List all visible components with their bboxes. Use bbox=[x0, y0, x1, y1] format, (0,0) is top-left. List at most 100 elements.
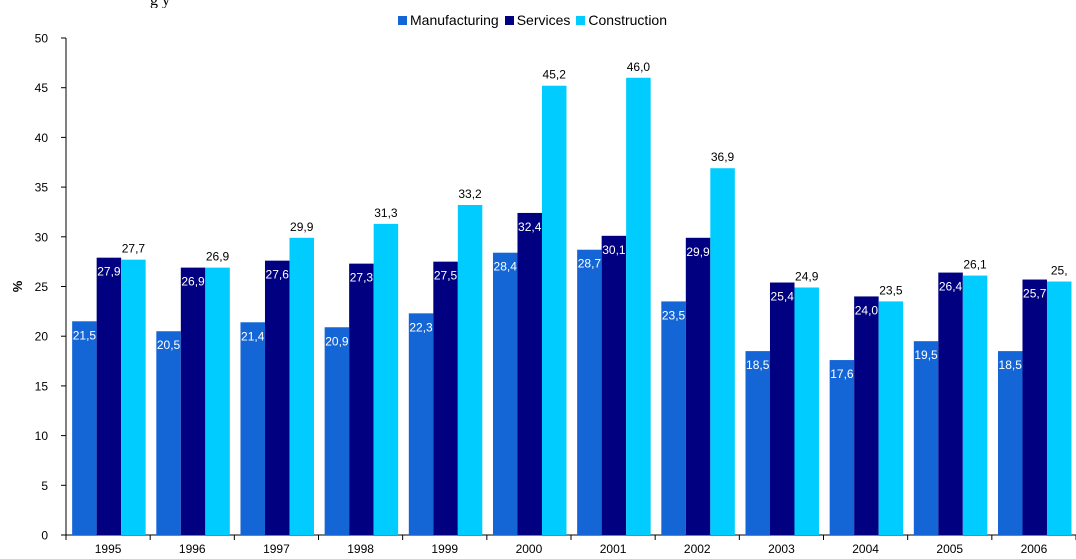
bar-construction bbox=[710, 168, 735, 536]
bar-manufacturing bbox=[577, 249, 602, 536]
y-tick-label: 35 bbox=[35, 181, 49, 195]
bar-manufacturing bbox=[240, 322, 265, 535]
bar-construction bbox=[541, 85, 567, 535]
data-label: 21,4 bbox=[241, 329, 265, 343]
data-label: 29,9 bbox=[290, 220, 314, 234]
bar-manufacturing bbox=[72, 321, 97, 535]
bar-construction bbox=[1046, 281, 1072, 535]
data-label: 25,4 bbox=[771, 290, 795, 304]
y-tick-label: 25 bbox=[35, 280, 49, 294]
x-tick-label: 1996 bbox=[179, 542, 206, 556]
data-label: 26,9 bbox=[181, 275, 205, 289]
bar-manufacturing bbox=[156, 331, 181, 535]
bar-construction bbox=[121, 259, 146, 535]
x-tick-label: 2004 bbox=[852, 542, 879, 556]
x-tick-label: 1998 bbox=[347, 542, 374, 556]
bar-construction bbox=[373, 223, 399, 536]
y-tick-label: 5 bbox=[41, 479, 48, 493]
data-label: 31,3 bbox=[374, 206, 398, 220]
bar-services bbox=[349, 263, 374, 535]
bar-manufacturing bbox=[913, 341, 939, 535]
data-label: 36,9 bbox=[711, 150, 735, 164]
data-label: 27,7 bbox=[122, 242, 146, 256]
data-label: 27,9 bbox=[97, 265, 121, 279]
bar-services bbox=[854, 296, 879, 535]
y-tick-label: 0 bbox=[41, 529, 48, 543]
bar-manufacturing bbox=[324, 327, 350, 535]
y-axis-label: % bbox=[10, 280, 25, 292]
bar-services bbox=[938, 272, 963, 535]
data-label: 20,5 bbox=[157, 338, 181, 352]
bar-services bbox=[685, 237, 711, 535]
data-label: 46,0 bbox=[627, 60, 651, 74]
x-tick-label: 2002 bbox=[684, 542, 711, 556]
bar-services bbox=[180, 267, 206, 535]
y-tick-label: 50 bbox=[35, 32, 49, 46]
data-label: 21,5 bbox=[73, 328, 97, 342]
legend-label-manufacturing: Manufacturing bbox=[410, 12, 499, 28]
bar-construction bbox=[457, 204, 483, 535]
legend-item-construction: Construction bbox=[576, 12, 667, 28]
data-label: 27,5 bbox=[434, 269, 458, 283]
bar-manufacturing bbox=[492, 252, 518, 536]
y-tick-label: 40 bbox=[35, 131, 49, 145]
x-tick-label: 1999 bbox=[431, 542, 458, 556]
bar-manufacturing bbox=[829, 360, 855, 535]
bar-construction bbox=[962, 275, 988, 535]
legend-item-manufacturing: Manufacturing bbox=[398, 12, 499, 28]
data-label: 25, bbox=[1051, 264, 1068, 278]
legend: Manufacturing Services Construction bbox=[398, 12, 673, 28]
data-label: 28,7 bbox=[578, 257, 602, 271]
legend-swatch-construction bbox=[576, 15, 586, 25]
y-tick-label: 10 bbox=[35, 429, 49, 443]
data-label: 24,9 bbox=[795, 269, 819, 283]
y-tick-label: 30 bbox=[35, 230, 49, 244]
chart-title-fragment: g y bbox=[150, 0, 450, 8]
x-tick-label: 2006 bbox=[1021, 542, 1048, 556]
bar-manufacturing bbox=[661, 301, 686, 535]
x-tick-label: 2001 bbox=[600, 542, 627, 556]
data-label: 30,1 bbox=[602, 243, 626, 257]
data-label: 32,4 bbox=[518, 220, 542, 234]
bar-services bbox=[433, 261, 458, 535]
data-label: 24,0 bbox=[855, 303, 879, 317]
bar-construction bbox=[626, 77, 651, 535]
data-label: 23,5 bbox=[879, 283, 903, 297]
bar-services bbox=[517, 212, 542, 535]
bar-construction bbox=[205, 267, 230, 535]
data-label: 18,5 bbox=[999, 358, 1023, 372]
data-label: 18,5 bbox=[746, 358, 770, 372]
data-label: 22,3 bbox=[409, 320, 433, 334]
data-label: 29,9 bbox=[686, 245, 710, 259]
data-label: 17,6 bbox=[830, 367, 854, 381]
bar-services bbox=[264, 260, 290, 535]
data-label: 45,2 bbox=[543, 68, 567, 82]
legend-item-services: Services bbox=[504, 12, 571, 28]
bar-manufacturing bbox=[408, 313, 434, 535]
legend-swatch-services bbox=[504, 15, 514, 25]
x-tick-label: 2000 bbox=[516, 542, 543, 556]
y-tick-label: 15 bbox=[35, 379, 49, 393]
legend-swatch-manufacturing bbox=[398, 15, 407, 25]
x-tick-label: 2005 bbox=[936, 542, 963, 556]
data-label: 27,6 bbox=[266, 268, 290, 282]
bar-manufacturing bbox=[997, 351, 1023, 535]
data-label: 28,4 bbox=[494, 260, 518, 274]
data-label: 19,5 bbox=[914, 348, 938, 362]
data-label: 27,3 bbox=[350, 271, 374, 285]
legend-label-services: Services bbox=[516, 12, 571, 28]
bar-construction bbox=[794, 287, 819, 535]
data-label: 26,1 bbox=[963, 258, 987, 272]
data-label: 26,4 bbox=[939, 280, 963, 294]
bar-manufacturing bbox=[745, 351, 770, 535]
bar-construction bbox=[878, 301, 904, 535]
data-label: 26,9 bbox=[206, 250, 230, 264]
data-label: 33,2 bbox=[458, 187, 482, 201]
bar-services bbox=[1022, 279, 1047, 535]
data-label: 23,5 bbox=[662, 308, 686, 322]
legend-label-construction: Construction bbox=[588, 12, 667, 28]
y-tick-label: 45 bbox=[35, 81, 49, 95]
data-label: 20,9 bbox=[325, 334, 349, 348]
